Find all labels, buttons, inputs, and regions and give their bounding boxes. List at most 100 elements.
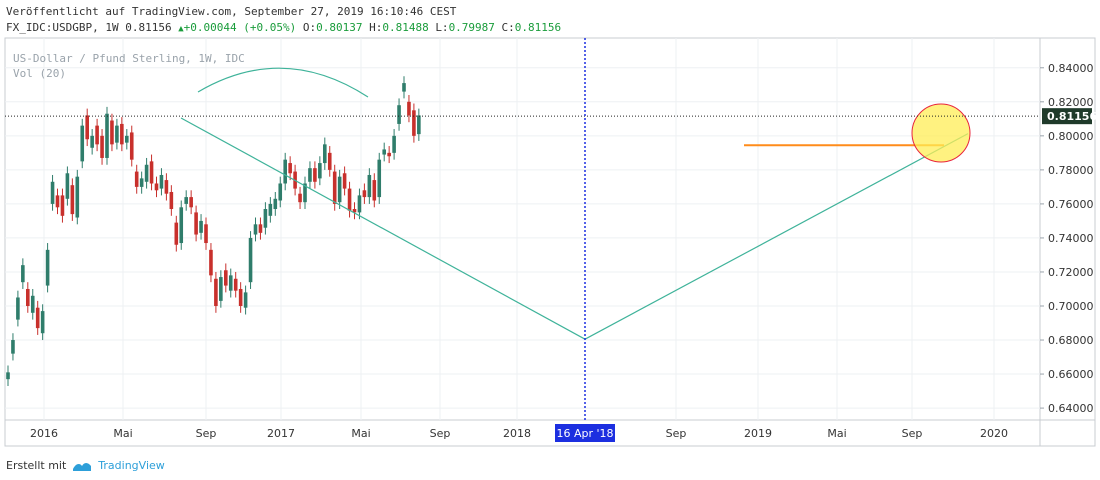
- candle: [209, 243, 213, 283]
- candle: [85, 108, 89, 147]
- y-tick-label: 0.66000: [1048, 368, 1094, 381]
- x-tick-label: Mai: [351, 427, 370, 440]
- candle: [313, 161, 317, 189]
- candle: [159, 168, 164, 196]
- candle-body: [224, 270, 228, 286]
- candle-body: [144, 164, 149, 182]
- candle: [268, 197, 273, 223]
- candle-body: [327, 152, 332, 170]
- candle: [154, 176, 159, 198]
- candle-body: [273, 198, 278, 210]
- candle-body: [362, 190, 367, 198]
- candle-body: [268, 203, 273, 216]
- candle-body: [233, 278, 238, 291]
- candle: [11, 333, 15, 361]
- candle: [367, 168, 372, 204]
- candle: [288, 156, 292, 181]
- candle: [238, 282, 243, 313]
- published-line: Veröffentlicht auf TradingView.com, Sept…: [6, 5, 457, 18]
- candle: [253, 217, 258, 242]
- candle-body: [134, 171, 139, 187]
- tradingview-logo-icon: [73, 462, 92, 471]
- candle-body: [298, 193, 302, 203]
- candle-body: [115, 125, 119, 143]
- close-value: 0.81156: [514, 21, 562, 34]
- candle: [21, 258, 25, 289]
- candle-body: [412, 110, 416, 136]
- y-tick-label: 0.68000: [1048, 334, 1094, 347]
- candle-body: [209, 249, 213, 276]
- candle-body: [352, 209, 357, 213]
- candle-body: [199, 220, 203, 233]
- x-tick-label: Sep: [902, 427, 923, 440]
- candle: [50, 174, 55, 211]
- candle: [45, 243, 50, 293]
- candle: [347, 181, 352, 218]
- y-tick-label: 0.78000: [1048, 164, 1094, 177]
- candle-body: [248, 237, 253, 283]
- y-tick-label: 0.70000: [1048, 300, 1094, 313]
- symbol-ohlc-line: FX_IDC:USDGBP, 1W 0.81156 ▲+0.00044 (+0.…: [6, 21, 561, 36]
- candle-body: [308, 168, 312, 182]
- candle: [219, 270, 223, 308]
- candle: [228, 268, 233, 298]
- candle: [332, 164, 337, 211]
- candle-body: [288, 163, 292, 174]
- candle-body: [318, 163, 322, 179]
- date-marker-label: 16 Apr '18: [556, 427, 613, 440]
- low-label: L:: [435, 21, 449, 34]
- x-tick-label: Mai: [827, 427, 846, 440]
- candle-body: [204, 224, 208, 244]
- ascending-trendline: [584, 133, 969, 340]
- last-value: 0.81156: [125, 21, 172, 34]
- candle-body: [159, 174, 164, 189]
- candle-body: [139, 178, 144, 187]
- candle-body: [258, 224, 263, 233]
- candle: [40, 304, 45, 341]
- candle-body: [55, 195, 60, 208]
- candle-body: [179, 207, 184, 244]
- x-tick-label: 2019: [744, 427, 772, 440]
- candle-body: [125, 135, 129, 143]
- candle: [283, 152, 287, 191]
- candle: [189, 190, 193, 215]
- candle-body: [387, 152, 391, 157]
- candle-body: [263, 209, 268, 228]
- candle: [16, 290, 20, 327]
- candle-body: [337, 176, 342, 203]
- candle: [298, 186, 302, 210]
- candle-body: [367, 174, 372, 198]
- last-price-tag: [1042, 108, 1092, 125]
- candle: [412, 103, 416, 143]
- y-tick-label: 0.80000: [1048, 130, 1094, 143]
- y-tick-label: 0.76000: [1048, 198, 1094, 211]
- candle: [125, 129, 129, 150]
- footer: Erstellt mit TradingView: [6, 459, 165, 472]
- candle: [392, 129, 396, 160]
- candle-body: [149, 161, 154, 184]
- candle: [65, 166, 70, 206]
- candle-body: [105, 113, 109, 158]
- candle: [35, 300, 40, 335]
- candle-body: [417, 115, 421, 135]
- x-tick-label: 2017: [267, 427, 295, 440]
- descending-trendline: [180, 117, 586, 340]
- tradingview-brand[interactable]: TradingView: [98, 459, 165, 472]
- candle-body: [45, 249, 50, 286]
- candle: [337, 169, 342, 210]
- candle: [194, 205, 198, 242]
- chart-frame: [4, 37, 1096, 447]
- x-tick-label: Sep: [666, 427, 687, 440]
- candle-body: [95, 125, 99, 145]
- candle: [6, 365, 10, 386]
- candle: [243, 285, 248, 315]
- candle: [75, 169, 80, 225]
- candle: [90, 129, 94, 155]
- candle-body: [303, 183, 307, 203]
- candle-body: [154, 183, 159, 191]
- candle-body: [184, 197, 188, 204]
- volume-legend: Vol (20): [13, 67, 66, 80]
- candle: [357, 188, 362, 220]
- top-arc: [197, 67, 369, 98]
